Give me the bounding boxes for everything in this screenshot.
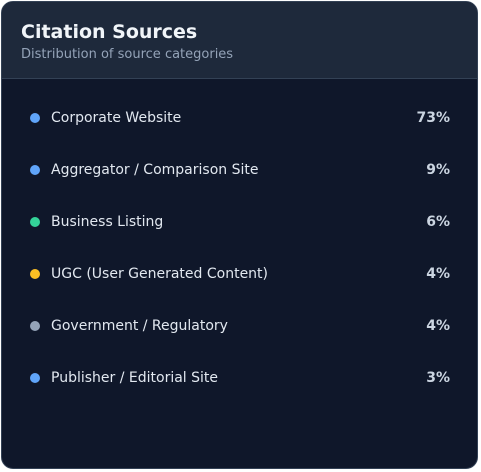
list-item: Business Listing 6% (2, 208, 477, 236)
source-percentage: 9% (426, 162, 450, 178)
list-item: Aggregator / Comparison Site 9% (2, 156, 477, 184)
card-header: Citation Sources Distribution of source … (2, 2, 477, 79)
source-label: Aggregator / Comparison Site (51, 162, 259, 178)
source-label: Corporate Website (51, 110, 182, 126)
source-label: Business Listing (51, 214, 164, 230)
card-title: Citation Sources (21, 21, 198, 43)
list-item: UGC (User Generated Content) 4% (2, 260, 477, 288)
source-label: Publisher / Editorial Site (51, 370, 219, 386)
legend-dot-icon (30, 373, 40, 383)
legend-dot-icon (30, 269, 40, 279)
list-item: Government / Regulatory 4% (2, 312, 477, 340)
source-percentage: 3% (426, 370, 450, 386)
source-percentage: 4% (426, 318, 450, 334)
source-percentage: 73% (416, 110, 450, 126)
source-percentage: 4% (426, 266, 450, 282)
legend-dot-icon (30, 217, 40, 227)
legend-dot-icon (30, 165, 40, 175)
list-item: Corporate Website 73% (2, 104, 477, 132)
card-subtitle: Distribution of source categories (21, 47, 234, 62)
legend-dot-icon (30, 113, 40, 123)
legend-dot-icon (30, 321, 40, 331)
source-label: Government / Regulatory (51, 318, 228, 334)
list-item: Publisher / Editorial Site 3% (2, 364, 477, 392)
source-label: UGC (User Generated Content) (51, 266, 269, 282)
source-percentage: 6% (426, 214, 450, 230)
